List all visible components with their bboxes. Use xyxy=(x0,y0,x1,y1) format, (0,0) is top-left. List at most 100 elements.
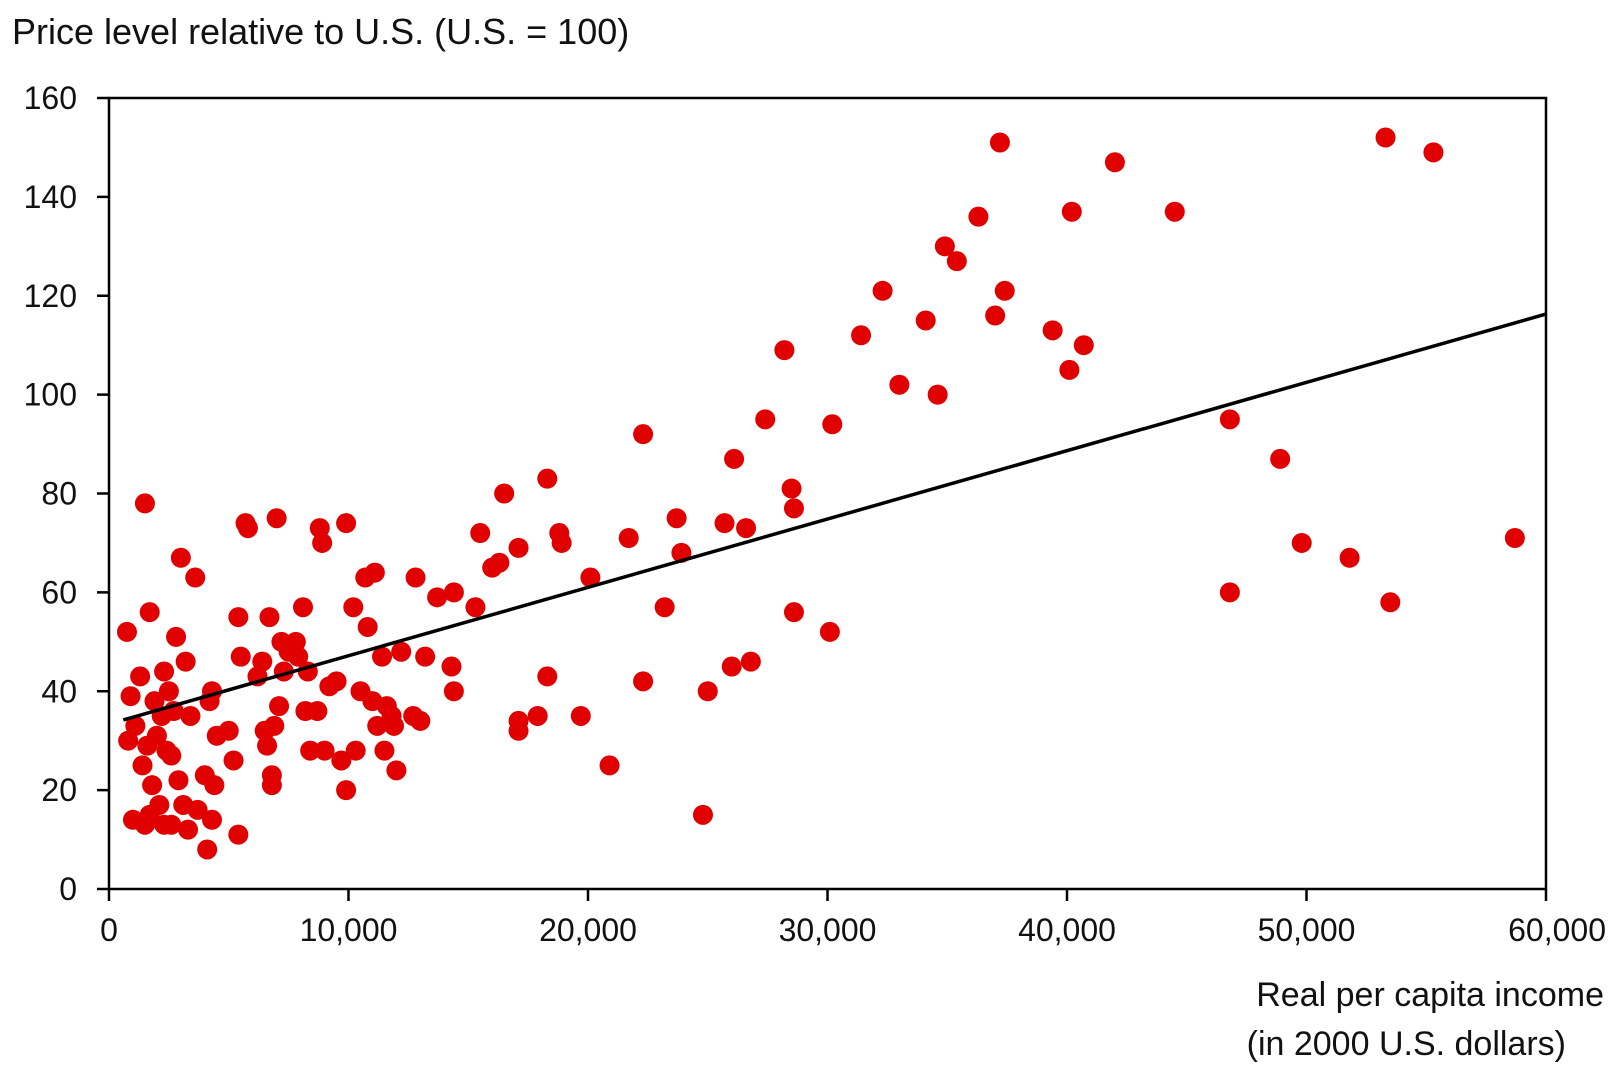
data-point xyxy=(386,760,407,781)
data-point xyxy=(410,710,431,731)
data-point xyxy=(288,646,309,667)
y-tick-label: 60 xyxy=(41,574,77,610)
data-point xyxy=(134,493,155,514)
data-point xyxy=(934,236,955,257)
data-point xyxy=(130,666,151,687)
data-point xyxy=(736,518,757,539)
data-point xyxy=(819,621,840,642)
data-point xyxy=(125,715,146,736)
data-point xyxy=(259,607,280,628)
data-point xyxy=(185,567,206,588)
data-point xyxy=(178,819,199,840)
data-point xyxy=(994,280,1015,301)
data-point xyxy=(470,523,491,544)
data-point xyxy=(269,696,290,717)
data-point xyxy=(218,720,239,741)
data-point xyxy=(405,567,426,588)
data-point xyxy=(633,671,654,692)
data-point xyxy=(427,587,448,608)
data-point xyxy=(1061,201,1082,222)
y-axis-ticks: 0 20 40 60 80 100 120 140 160 xyxy=(24,80,109,907)
x-axis-label-line-1: Real per capita income xyxy=(1256,976,1604,1014)
data-point xyxy=(170,547,191,568)
data-point xyxy=(1042,320,1063,341)
data-point xyxy=(580,567,601,588)
data-point xyxy=(1270,448,1291,469)
data-point xyxy=(599,755,620,776)
data-point xyxy=(336,780,357,801)
data-point xyxy=(149,794,170,815)
data-point xyxy=(144,691,165,712)
data-point xyxy=(783,602,804,623)
y-tick-label: 20 xyxy=(41,772,77,808)
data-point xyxy=(146,725,167,746)
data-point xyxy=(331,750,352,771)
data-point xyxy=(927,384,948,405)
data-point xyxy=(1219,582,1240,603)
data-point xyxy=(228,607,249,628)
data-point xyxy=(132,755,153,776)
data-point xyxy=(489,552,510,573)
data-point xyxy=(755,409,776,430)
data-point xyxy=(175,651,196,672)
x-axis-label-line-2: (in 2000 U.S. dollars) xyxy=(1247,1025,1566,1063)
data-point xyxy=(654,597,675,618)
data-point xyxy=(508,720,529,741)
y-tick-label: 140 xyxy=(24,179,77,215)
data-point xyxy=(161,814,182,835)
y-tick-label: 40 xyxy=(41,673,77,709)
x-tick-label: 0 xyxy=(100,912,118,948)
data-point xyxy=(443,681,464,702)
data-point xyxy=(374,740,395,761)
data-point xyxy=(116,621,137,642)
y-tick-label: 80 xyxy=(41,476,77,512)
data-point xyxy=(465,597,486,618)
data-point xyxy=(314,740,335,761)
data-point xyxy=(312,532,333,553)
data-point xyxy=(201,809,222,830)
data-point xyxy=(1073,335,1094,356)
data-point xyxy=(326,671,347,692)
y-tick-label: 120 xyxy=(24,278,77,314)
data-point xyxy=(781,478,802,499)
x-tick-label: 20,000 xyxy=(539,912,637,948)
data-point xyxy=(666,508,687,529)
data-point xyxy=(292,597,313,618)
data-point xyxy=(1339,547,1360,568)
data-point xyxy=(237,518,258,539)
data-point xyxy=(692,804,713,825)
data-point xyxy=(783,498,804,519)
data-point xyxy=(204,775,225,796)
data-point xyxy=(968,206,989,227)
data-point xyxy=(494,483,515,504)
data-point xyxy=(161,745,182,766)
data-point xyxy=(551,532,572,553)
data-point xyxy=(633,424,654,445)
data-point xyxy=(228,824,249,845)
data-point xyxy=(1291,532,1312,553)
data-point xyxy=(154,661,175,682)
data-point xyxy=(357,616,378,637)
data-point xyxy=(1423,142,1444,163)
x-tick-label: 50,000 xyxy=(1258,912,1356,948)
data-point xyxy=(570,705,591,726)
data-point xyxy=(441,656,462,677)
data-point xyxy=(740,651,761,672)
data-point xyxy=(252,651,273,672)
data-point xyxy=(822,414,843,435)
data-point xyxy=(266,508,287,529)
y-tick-label: 0 xyxy=(59,871,77,907)
data-point xyxy=(367,715,388,736)
x-tick-label: 60,000 xyxy=(1508,912,1606,948)
data-point xyxy=(1504,527,1525,548)
data-point xyxy=(774,340,795,361)
data-point xyxy=(618,527,639,548)
data-point xyxy=(1059,359,1080,380)
data-point xyxy=(537,468,558,489)
data-point xyxy=(257,735,278,756)
data-point xyxy=(508,537,529,558)
data-point xyxy=(139,602,160,623)
y-axis-label: Price level relative to U.S. (U.S. = 100… xyxy=(12,11,629,52)
data-point xyxy=(223,750,244,771)
data-point xyxy=(261,775,282,796)
